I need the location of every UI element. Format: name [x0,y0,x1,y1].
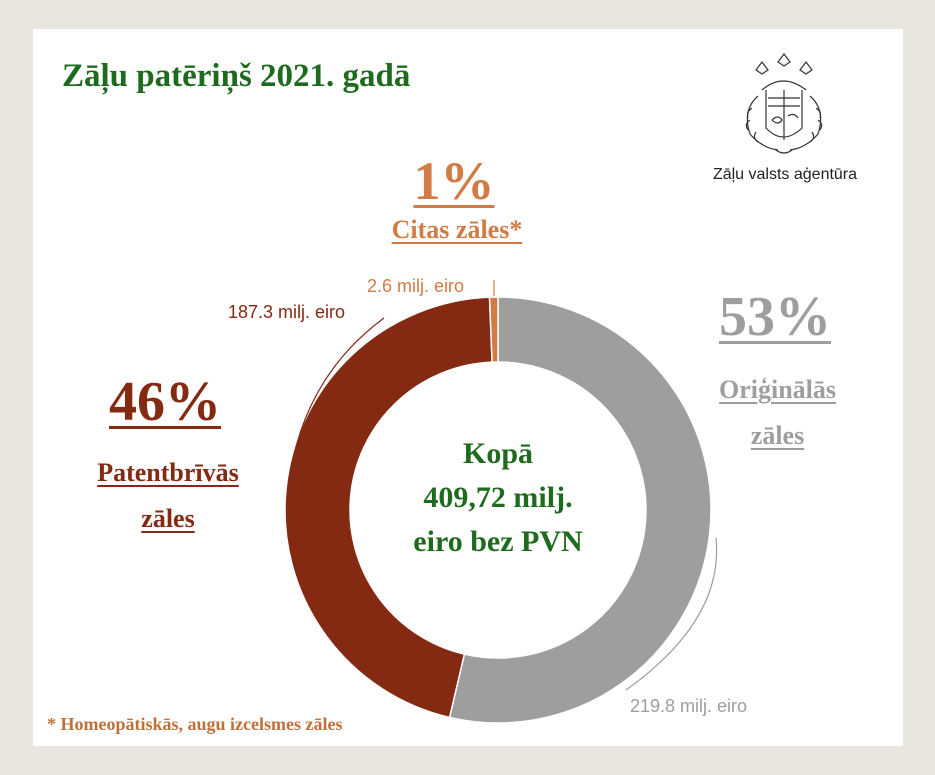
pct-label-generic: 46% [109,371,221,433]
agency-logo: Zāļu valsts aģentūra [690,50,880,200]
total-label-line1: Kopā [462,437,534,470]
footnote: * Homeopātiskās, augu izcelsmes zāles [47,714,343,734]
category-label-original-line1: Oriģinālās [718,375,836,404]
chart-card [33,29,903,746]
pct-label-other: 1% [413,151,495,211]
value-label-original: 219.8 milj. eiro [630,696,748,716]
donut-slice-other [488,296,499,363]
total-label-line2: 409,72 milj. [423,481,573,514]
category-label-original-line2: zāles [750,421,805,450]
donut-slice-original [448,296,712,724]
donut-slice-generic [284,296,493,719]
coat-of-arms-icon [745,53,823,154]
leader-line-generic [287,317,385,491]
total-label-line3: eiro bez PVN [413,525,583,558]
agency-name: Zāļu valsts aģentūra [712,166,858,183]
value-label-generic: 187.3 milj. eiro [228,302,346,322]
chart-title: Zāļu patēriņš 2021. gadā [62,58,411,94]
total-label: Kopā 409,72 milj. eiro bez PVN [383,432,613,564]
category-label-other: Citas zāles* [391,215,523,244]
category-label-generic-line2: zāles [141,504,195,533]
category-label-generic-line1: Patentbrīvās [97,458,239,487]
leader-line-original [625,537,718,691]
value-label-other: 2.6 milj. eiro [367,276,465,296]
pct-label-original: 53% [719,286,831,348]
